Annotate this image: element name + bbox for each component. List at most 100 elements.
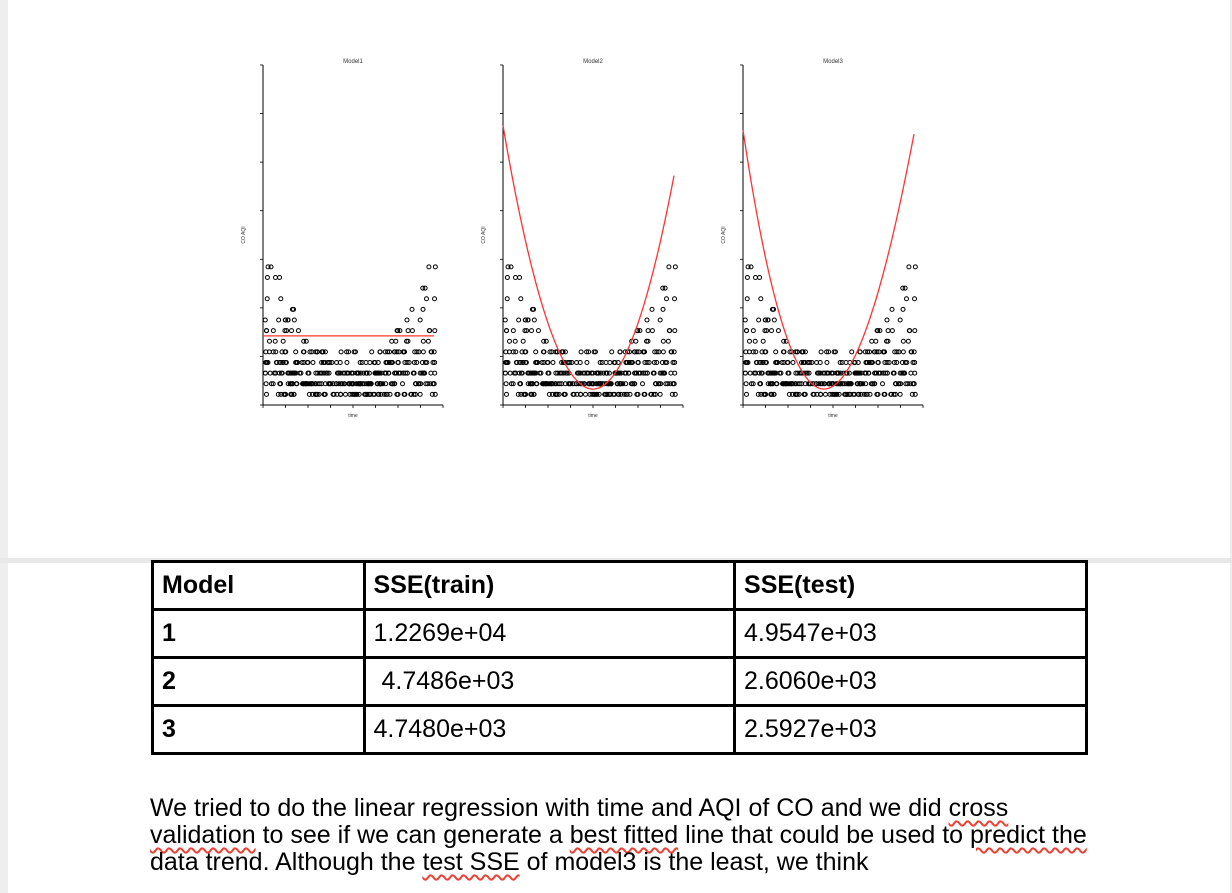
data-point: [897, 317, 903, 323]
data-point: [637, 328, 643, 334]
data-point: [405, 328, 411, 334]
data-point: [310, 360, 316, 365]
data-point: [328, 381, 334, 387]
data-point: [671, 349, 677, 355]
data-point: [627, 391, 633, 397]
data-point: [365, 381, 371, 387]
data-point: [644, 338, 650, 344]
data-point: [632, 349, 638, 355]
data-point: [409, 306, 415, 312]
cell-sse-train: 4.7486e+03: [362, 656, 737, 707]
chart-panel-2: Model2 time CO AQI: [481, 59, 684, 419]
data-point: [389, 338, 395, 344]
data-point: [411, 391, 417, 397]
data-point: [263, 391, 269, 397]
data-point: [354, 391, 360, 397]
data-point: [518, 296, 524, 302]
data-point: [601, 370, 607, 376]
data-point: [574, 370, 580, 376]
data-point: [847, 381, 853, 387]
data-point: [665, 338, 671, 344]
spellcheck-word[interactable]: cross: [948, 794, 1009, 822]
data-point: [372, 360, 378, 365]
data-point: [426, 264, 432, 270]
data-point: [826, 349, 832, 355]
header-sse-train: SSE(train): [362, 560, 737, 611]
data-point: [293, 349, 299, 355]
data-point: [507, 370, 513, 376]
spellcheck-word[interactable]: predict the: [970, 821, 1087, 849]
data-point: [818, 370, 824, 376]
data-point: [404, 360, 410, 365]
data-point: [313, 370, 319, 376]
data-point: [395, 360, 401, 365]
data-point: [858, 391, 864, 397]
data-point: [909, 391, 915, 397]
spellcheck-word[interactable]: test SSE: [422, 848, 520, 876]
data-point: [548, 381, 554, 387]
data-point: [616, 370, 622, 376]
data-point: [753, 349, 759, 355]
data-point: [541, 338, 547, 344]
data-point: [577, 360, 583, 365]
data-point: [422, 285, 428, 291]
data-point: [362, 391, 368, 397]
data-point: [829, 391, 835, 397]
data-point: [267, 370, 273, 376]
data-point: [263, 360, 269, 365]
data-point: [282, 328, 288, 334]
data-point: [793, 370, 799, 376]
data-point: [264, 296, 270, 302]
data-point: [293, 381, 299, 387]
data-point: [270, 381, 276, 387]
data-point: [549, 349, 555, 355]
data-point: [824, 360, 830, 365]
spellcheck-word[interactable]: validation: [150, 821, 256, 849]
data-point: [658, 381, 664, 387]
data-point: [662, 285, 668, 291]
spellcheck-word[interactable]: best fitted: [569, 821, 679, 849]
data-point: [872, 381, 878, 387]
data-point: [612, 370, 618, 376]
data-point: [873, 338, 879, 344]
data-point: [418, 381, 424, 387]
data-point: [342, 391, 348, 397]
table-row: 3 4.7480e+03 2.5927e+03: [151, 704, 1088, 755]
data-point: [513, 370, 519, 376]
data-point: [828, 381, 834, 387]
data-point: [374, 370, 380, 376]
data-point: [540, 349, 546, 355]
data-point: [357, 360, 363, 365]
data-point: [430, 360, 436, 365]
data-point: [279, 349, 285, 355]
data-point: [381, 391, 387, 397]
data-point: [857, 349, 863, 355]
data-point: [801, 360, 807, 365]
data-point: [760, 338, 766, 344]
data-point: [911, 349, 917, 355]
data-point: [344, 370, 350, 376]
data-point: [596, 391, 602, 397]
data-point: [846, 370, 852, 376]
data-point: [750, 381, 756, 387]
data-point: [546, 381, 552, 387]
cell-model: 3: [151, 704, 366, 755]
data-point: [420, 285, 426, 291]
data-point: [842, 391, 848, 397]
data-point: [358, 381, 364, 387]
data-point: [283, 360, 289, 365]
data-point: [307, 349, 313, 355]
data-point: [642, 370, 648, 376]
data-point: [771, 391, 777, 397]
data-point: [321, 360, 327, 365]
data-point: [785, 370, 791, 376]
data-point: [531, 306, 537, 312]
data-point: [337, 360, 343, 365]
x-axis-label: time: [588, 413, 598, 419]
data-point: [669, 391, 675, 397]
data-point: [503, 381, 509, 387]
data-point: [884, 370, 890, 376]
body-paragraph: We tried to do the linear regression wit…: [150, 795, 1090, 876]
data-point: [748, 381, 754, 387]
data-point: [635, 360, 641, 365]
